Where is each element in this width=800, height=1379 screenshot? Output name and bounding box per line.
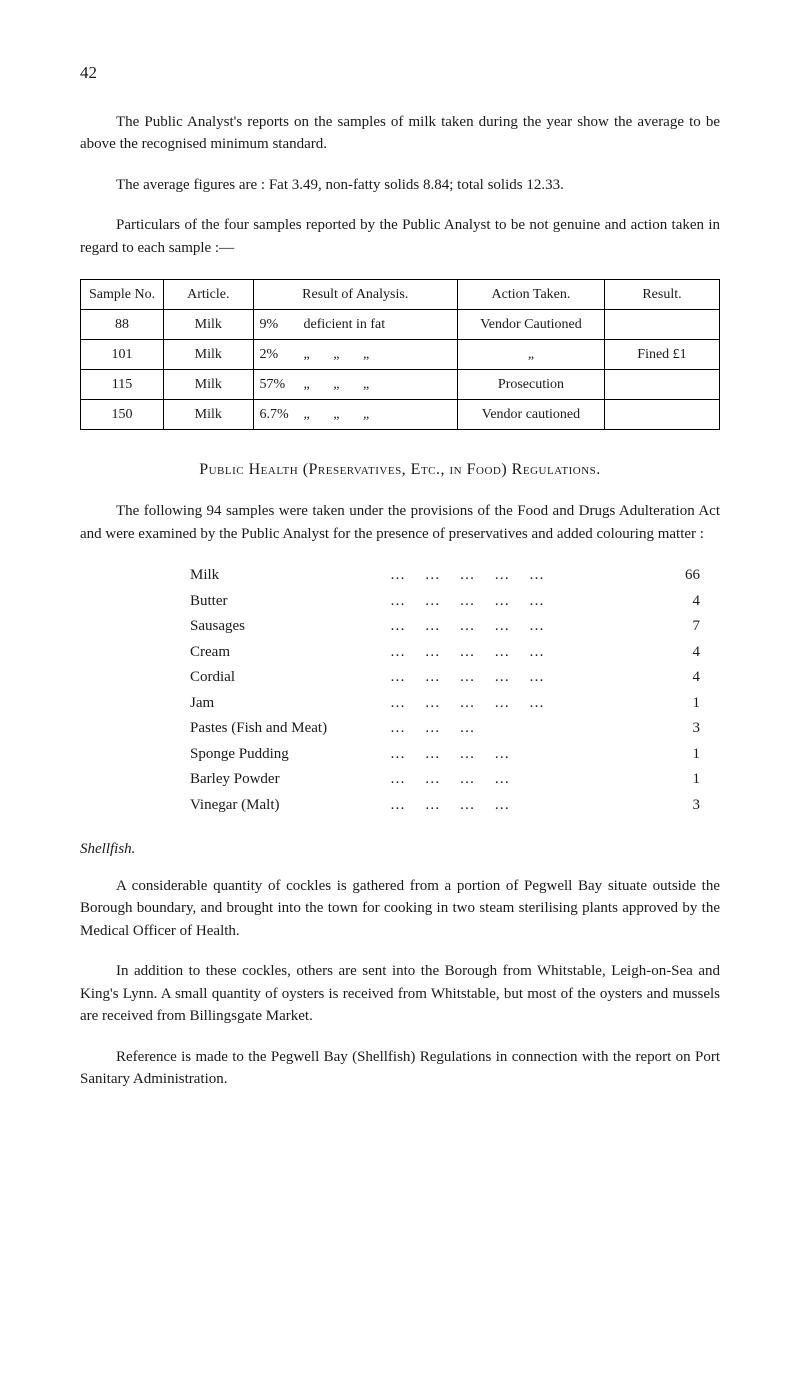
cell-action: Vendor Cautioned xyxy=(457,310,604,340)
item-value: 1 xyxy=(660,691,720,717)
list-item: Sponge Pudding … … … … 1 xyxy=(190,742,720,768)
item-dots: … … … … … xyxy=(390,691,660,717)
item-label: Cordial xyxy=(190,665,390,691)
item-label: Cream xyxy=(190,640,390,666)
cell-action: Vendor cautioned xyxy=(457,400,604,430)
table-row: 88 Milk 9%deficient in fat Vendor Cautio… xyxy=(81,310,720,340)
item-value: 7 xyxy=(660,614,720,640)
item-label: Sausages xyxy=(190,614,390,640)
section-heading: Public Health (Preservatives, Etc., in F… xyxy=(80,458,720,482)
table-row: 115 Milk 57% „ „ „ Prosecution xyxy=(81,370,720,400)
cell-result: 9%deficient in fat xyxy=(253,310,457,340)
paragraph-6: In addition to these cockles, others are… xyxy=(80,960,720,1028)
cell-result: 2% „ „ „ xyxy=(253,340,457,370)
item-value: 4 xyxy=(660,589,720,615)
th-resultr: Result. xyxy=(604,280,719,310)
item-dots: … … … … … xyxy=(390,665,660,691)
cell-sample: 101 xyxy=(81,340,164,370)
list-item: Vinegar (Malt) … … … … 3 xyxy=(190,793,720,819)
item-value: 1 xyxy=(660,742,720,768)
paragraph-3: Particulars of the four samples reported… xyxy=(80,214,720,259)
page-number: 42 xyxy=(80,60,720,86)
item-label: Pastes (Fish and Meat) xyxy=(190,716,390,742)
paragraph-4: The following 94 samples were taken unde… xyxy=(80,500,720,545)
th-result: Result of Analysis. xyxy=(253,280,457,310)
cell-article: Milk xyxy=(164,310,253,340)
paragraph-7: Reference is made to the Pegwell Bay (Sh… xyxy=(80,1046,720,1091)
item-value: 4 xyxy=(660,665,720,691)
cell-resultr xyxy=(604,370,719,400)
item-label: Milk xyxy=(190,563,390,589)
item-value: 4 xyxy=(660,640,720,666)
cell-article: Milk xyxy=(164,400,253,430)
table-row: 101 Milk 2% „ „ „ „ Fined £1 xyxy=(81,340,720,370)
list-item: Butter … … … … … 4 xyxy=(190,589,720,615)
cell-resultr xyxy=(604,310,719,340)
item-dots: … … … xyxy=(390,716,660,742)
cell-article: Milk xyxy=(164,340,253,370)
item-label: Sponge Pudding xyxy=(190,742,390,768)
item-label: Barley Powder xyxy=(190,767,390,793)
item-label: Butter xyxy=(190,589,390,615)
item-value: 3 xyxy=(660,793,720,819)
item-value: 1 xyxy=(660,767,720,793)
paragraph-2: The average figures are : Fat 3.49, non-… xyxy=(80,174,720,197)
cell-action: Prosecution xyxy=(457,370,604,400)
item-list: Milk … … … … … 66 Butter … … … … … 4 Sau… xyxy=(190,563,720,818)
list-item: Cream … … … … … 4 xyxy=(190,640,720,666)
paragraph-5: A considerable quantity of cockles is ga… xyxy=(80,875,720,943)
cell-sample: 150 xyxy=(81,400,164,430)
cell-sample: 115 xyxy=(81,370,164,400)
paragraph-1: The Public Analyst's reports on the samp… xyxy=(80,111,720,156)
item-dots: … … … … … xyxy=(390,640,660,666)
item-dots: … … … … xyxy=(390,767,660,793)
item-dots: … … … … xyxy=(390,793,660,819)
list-item: Sausages … … … … … 7 xyxy=(190,614,720,640)
cell-resultr xyxy=(604,400,719,430)
cell-result: 57% „ „ „ xyxy=(253,370,457,400)
sample-table: Sample No. Article. Result of Analysis. … xyxy=(80,279,720,430)
item-dots: … … … … … xyxy=(390,614,660,640)
th-sample: Sample No. xyxy=(81,280,164,310)
item-label: Vinegar (Malt) xyxy=(190,793,390,819)
cell-action: „ xyxy=(457,340,604,370)
cell-resultr: Fined £1 xyxy=(604,340,719,370)
list-item: Pastes (Fish and Meat) … … … 3 xyxy=(190,716,720,742)
subheading-shellfish: Shellfish. xyxy=(80,838,720,861)
th-action: Action Taken. xyxy=(457,280,604,310)
th-article: Article. xyxy=(164,280,253,310)
cell-sample: 88 xyxy=(81,310,164,340)
list-item: Milk … … … … … 66 xyxy=(190,563,720,589)
item-value: 3 xyxy=(660,716,720,742)
table-row: 150 Milk 6.7% „ „ „ Vendor cautioned xyxy=(81,400,720,430)
item-dots: … … … … … xyxy=(390,589,660,615)
item-dots: … … … … xyxy=(390,742,660,768)
list-item: Cordial … … … … … 4 xyxy=(190,665,720,691)
item-value: 66 xyxy=(660,563,720,589)
cell-result: 6.7% „ „ „ xyxy=(253,400,457,430)
item-dots: … … … … … xyxy=(390,563,660,589)
list-item: Barley Powder … … … … 1 xyxy=(190,767,720,793)
list-item: Jam … … … … … 1 xyxy=(190,691,720,717)
item-label: Jam xyxy=(190,691,390,717)
cell-article: Milk xyxy=(164,370,253,400)
